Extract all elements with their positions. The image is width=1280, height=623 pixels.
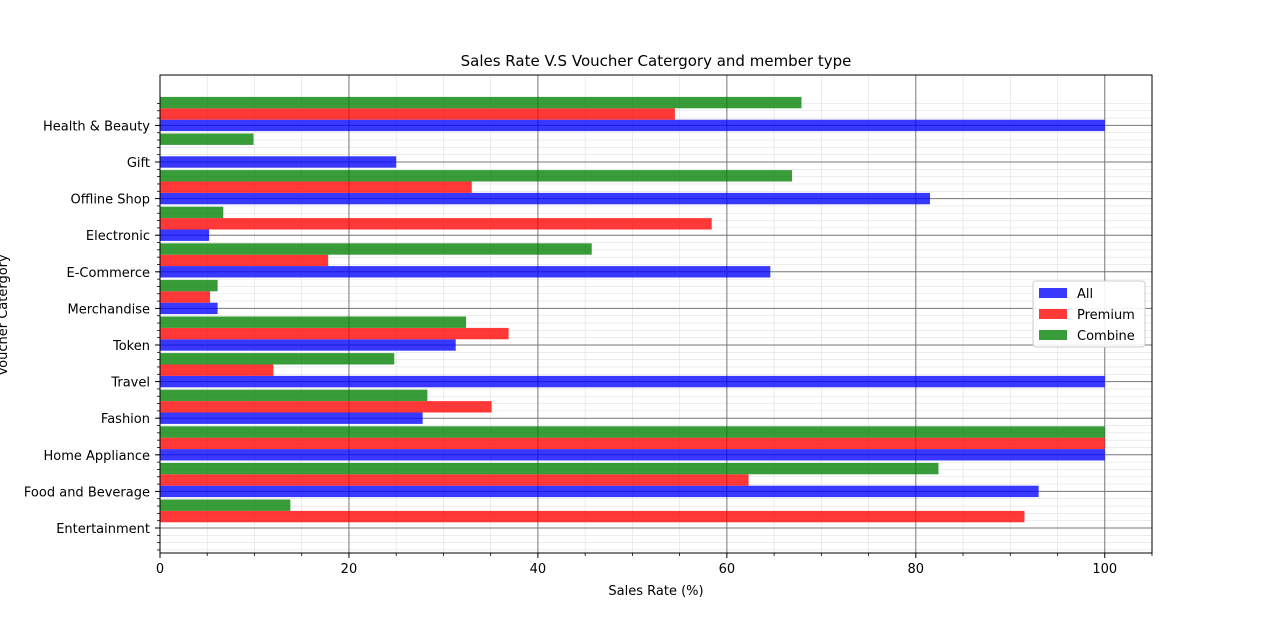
x-tick-label: 80 <box>908 562 925 577</box>
bar-premium-0 <box>160 510 1025 523</box>
y-axis-label: Voucher Catergory <box>0 254 11 376</box>
bar-premium-4 <box>160 364 274 376</box>
y-tick-label: Home Appliance <box>44 449 151 464</box>
bar-combine-3 <box>160 389 428 402</box>
bar-combine-1 <box>160 462 939 475</box>
legend-label-combine: Combine <box>1077 329 1135 344</box>
bar-combine-4 <box>160 353 395 365</box>
x-tick-label: 100 <box>1092 562 1117 577</box>
bar-combine-5 <box>160 316 467 328</box>
bar-premium-5 <box>160 327 509 340</box>
x-tick-label: 0 <box>156 562 164 577</box>
legend-label-premium: Premium <box>1077 308 1135 323</box>
bar-all-2 <box>160 449 1105 461</box>
legend-swatch-premium <box>1039 309 1067 319</box>
bar-combine-0 <box>160 499 291 511</box>
bar-all-11 <box>160 119 1105 132</box>
y-tick-label: Offline Shop <box>71 193 150 208</box>
chart-title: Sales Rate V.S Voucher Catergory and mem… <box>461 52 852 70</box>
bar-all-1 <box>160 485 1039 498</box>
plot-frame <box>159 74 1153 554</box>
bar-premium-2 <box>160 437 1105 450</box>
bar-combine-2 <box>160 426 1105 438</box>
y-tick-label: Fashion <box>101 412 150 427</box>
bar-all-9 <box>160 192 930 205</box>
legend: All Premium Combine <box>1032 280 1146 348</box>
bar-premium-6 <box>160 291 211 303</box>
bar-combine-8 <box>160 206 224 219</box>
bar-combine-7 <box>160 243 592 255</box>
x-axis-label: Sales Rate (%) <box>608 584 703 599</box>
y-tick-label: Merchandise <box>67 302 150 317</box>
x-tick-label: 20 <box>341 562 358 577</box>
bar-premium-1 <box>160 474 749 486</box>
bar-premium-7 <box>160 254 329 267</box>
legend-swatch-all <box>1039 288 1067 298</box>
bar-all-6 <box>160 302 218 315</box>
bar-premium-11 <box>160 108 675 120</box>
bar-premium-3 <box>160 401 492 413</box>
y-tick-label: Health & Beauty <box>43 119 150 134</box>
bar-combine-6 <box>160 279 218 292</box>
bar-premium-9 <box>160 181 472 193</box>
bar-combine-11 <box>160 96 802 109</box>
bars <box>160 96 1105 523</box>
bar-all-8 <box>160 229 210 241</box>
legend-swatch-combine <box>1039 330 1067 340</box>
x-tick-label: 60 <box>719 562 736 577</box>
y-tick-label: Entertainment <box>56 522 150 537</box>
y-tick-label: Food and Beverage <box>24 485 150 500</box>
bar-all-7 <box>160 266 771 278</box>
x-tick-label: 40 <box>530 562 547 577</box>
bar-combine-10 <box>160 133 254 145</box>
bar-premium-8 <box>160 218 712 230</box>
y-tick-label: Token <box>112 339 150 354</box>
legend-label-all: All <box>1077 287 1093 302</box>
bar-all-4 <box>160 375 1105 388</box>
y-tick-label: Gift <box>127 156 150 171</box>
axes: 0 20 40 60 80 100 Entertainment Food and Bevera… <box>24 103 1153 577</box>
bar-all-10 <box>160 156 397 168</box>
bar-all-5 <box>160 339 456 351</box>
y-tick-label: Travel <box>110 376 150 391</box>
bar-combine-9 <box>160 170 793 182</box>
y-tick-label: Electronic <box>86 229 150 244</box>
bar-all-3 <box>160 412 423 424</box>
y-tick-label: E-Commerce <box>67 266 150 281</box>
